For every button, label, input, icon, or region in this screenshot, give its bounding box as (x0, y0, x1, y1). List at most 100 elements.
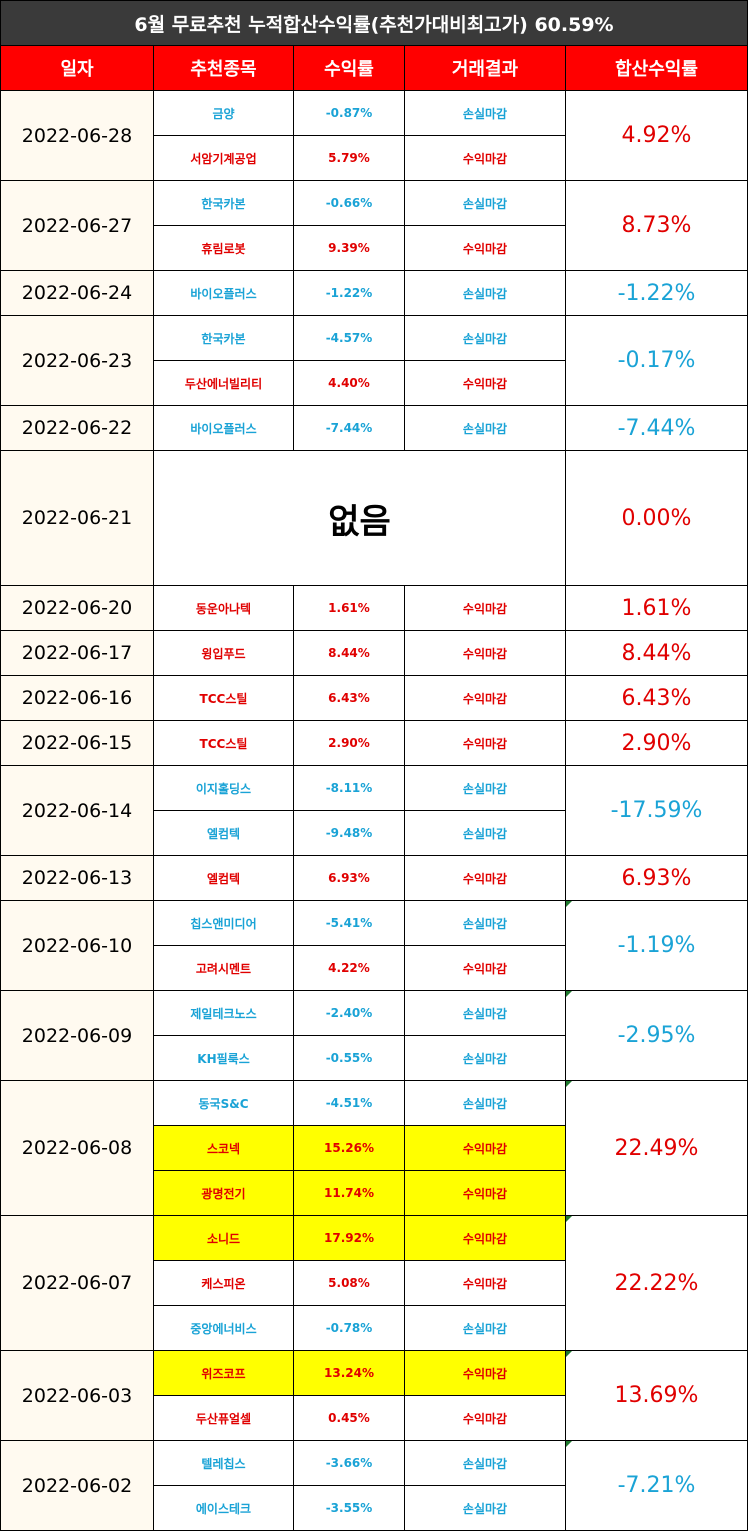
stock-name-cell: 칩스앤미디어 (154, 901, 294, 946)
date-cell: 2022-06-15 (1, 721, 154, 766)
cumulative-return-cell: -17.59% (566, 766, 747, 856)
trade-result-cell: 수익마감 (405, 1261, 566, 1306)
stock-name-cell: 한국카본 (154, 181, 294, 226)
cumulative-return-cell: -2.95% (566, 991, 747, 1081)
trade-result-cell: 수익마감 (405, 856, 566, 901)
return-rate-cell: -5.41% (294, 901, 405, 946)
stock-name-cell: 엘컴텍 (154, 856, 294, 901)
return-rate-cell: 6.93% (294, 856, 405, 901)
trade-result-cell: 손실마감 (405, 991, 566, 1036)
trade-result-cell: 손실마감 (405, 811, 566, 856)
return-rate-cell: -7.44% (294, 406, 405, 451)
trade-result-cell: 수익마감 (405, 676, 566, 721)
date-cell: 2022-06-24 (1, 271, 154, 316)
cumulative-return-cell: -7.21% (566, 1441, 747, 1531)
date-cell: 2022-06-09 (1, 991, 154, 1081)
return-rate-cell: -9.48% (294, 811, 405, 856)
cumulative-return-cell: -0.17% (566, 316, 747, 406)
cumulative-return-cell: -1.19% (566, 901, 747, 991)
return-rate-cell: 0.45% (294, 1396, 405, 1441)
return-rate-cell: -0.66% (294, 181, 405, 226)
date-cell: 2022-06-28 (1, 91, 154, 181)
stock-name-cell: 한국카본 (154, 316, 294, 361)
header-rate: 수익률 (294, 46, 405, 91)
stock-name-cell: 이지홀딩스 (154, 766, 294, 811)
stock-name-cell: 중앙에너비스 (154, 1306, 294, 1351)
comment-marker-icon (566, 1351, 572, 1357)
table-title: 6월 무료추천 누적합산수익률(추천가대비최고가) 60.59% (1, 1, 747, 46)
return-rate-cell: -4.57% (294, 316, 405, 361)
stock-name-cell: 에이스테크 (154, 1486, 294, 1531)
stock-name-cell: 동운아나텍 (154, 586, 294, 631)
return-rate-cell: 17.92% (294, 1216, 405, 1261)
date-cell: 2022-06-13 (1, 856, 154, 901)
trade-result-cell: 수익마감 (405, 226, 566, 271)
date-cell: 2022-06-21 (1, 451, 154, 586)
date-cell: 2022-06-16 (1, 676, 154, 721)
stock-name-cell: 바이오플러스 (154, 406, 294, 451)
return-rate-cell: 8.44% (294, 631, 405, 676)
return-rate-cell: 15.26% (294, 1126, 405, 1171)
cumulative-return-cell: -1.22% (566, 271, 747, 316)
trade-result-cell: 손실마감 (405, 766, 566, 811)
return-rate-cell: -8.11% (294, 766, 405, 811)
date-cell: 2022-06-20 (1, 586, 154, 631)
cumulative-return-cell: 0.00% (566, 451, 747, 586)
trade-result-cell: 손실마감 (405, 901, 566, 946)
trade-result-cell: 수익마감 (405, 1126, 566, 1171)
trade-result-cell: 수익마감 (405, 586, 566, 631)
return-rate-cell: 6.43% (294, 676, 405, 721)
stock-name-cell: 두산에너빌리티 (154, 361, 294, 406)
header-stock: 추천종목 (154, 46, 294, 91)
cumulative-return-cell: 22.49% (566, 1081, 747, 1216)
return-rate-cell: -3.55% (294, 1486, 405, 1531)
date-cell: 2022-06-03 (1, 1351, 154, 1441)
stock-name-cell: 바이오플러스 (154, 271, 294, 316)
return-rate-cell: -0.55% (294, 1036, 405, 1081)
trade-result-cell: 수익마감 (405, 1216, 566, 1261)
date-cell: 2022-06-14 (1, 766, 154, 856)
return-rate-cell: 1.61% (294, 586, 405, 631)
date-cell: 2022-06-08 (1, 1081, 154, 1216)
date-cell: 2022-06-27 (1, 181, 154, 271)
return-rate-cell: 5.08% (294, 1261, 405, 1306)
cumulative-return-cell: 6.43% (566, 676, 747, 721)
return-rate-cell: 13.24% (294, 1351, 405, 1396)
trade-result-cell: 손실마감 (405, 406, 566, 451)
trade-result-cell: 손실마감 (405, 1486, 566, 1531)
trade-result-cell: 손실마감 (405, 1441, 566, 1486)
stock-name-cell: 스코넥 (154, 1126, 294, 1171)
return-rate-cell: -0.87% (294, 91, 405, 136)
return-rate-cell: 4.22% (294, 946, 405, 991)
return-rate-cell: 5.79% (294, 136, 405, 181)
stock-name-cell: 동국S&C (154, 1081, 294, 1126)
comment-marker-icon (566, 901, 572, 907)
trade-result-cell: 수익마감 (405, 1396, 566, 1441)
trade-result-cell: 손실마감 (405, 181, 566, 226)
cumulative-return-cell: 8.44% (566, 631, 747, 676)
date-cell: 2022-06-10 (1, 901, 154, 991)
trade-result-cell: 수익마감 (405, 1171, 566, 1216)
header-date: 일자 (1, 46, 154, 91)
date-cell: 2022-06-22 (1, 406, 154, 451)
stock-name-cell: 서암기계공업 (154, 136, 294, 181)
trade-result-cell: 수익마감 (405, 946, 566, 991)
cumulative-return-cell: 1.61% (566, 586, 747, 631)
trade-result-cell: 손실마감 (405, 91, 566, 136)
date-cell: 2022-06-23 (1, 316, 154, 406)
stock-name-cell: TCC스틸 (154, 721, 294, 766)
stock-name-cell: 텔레칩스 (154, 1441, 294, 1486)
stock-name-cell: 소니드 (154, 1216, 294, 1261)
comment-marker-icon (566, 1081, 572, 1087)
return-rate-cell: -4.51% (294, 1081, 405, 1126)
trade-result-cell: 수익마감 (405, 361, 566, 406)
return-rate-cell: 9.39% (294, 226, 405, 271)
stock-name-cell: 고려시멘트 (154, 946, 294, 991)
stock-name-cell: 제일테크노스 (154, 991, 294, 1036)
cumulative-return-cell: 6.93% (566, 856, 747, 901)
trade-result-cell: 수익마감 (405, 631, 566, 676)
trade-result-cell: 손실마감 (405, 271, 566, 316)
comment-marker-icon (566, 1441, 572, 1447)
header-total: 합산수익률 (566, 46, 747, 91)
